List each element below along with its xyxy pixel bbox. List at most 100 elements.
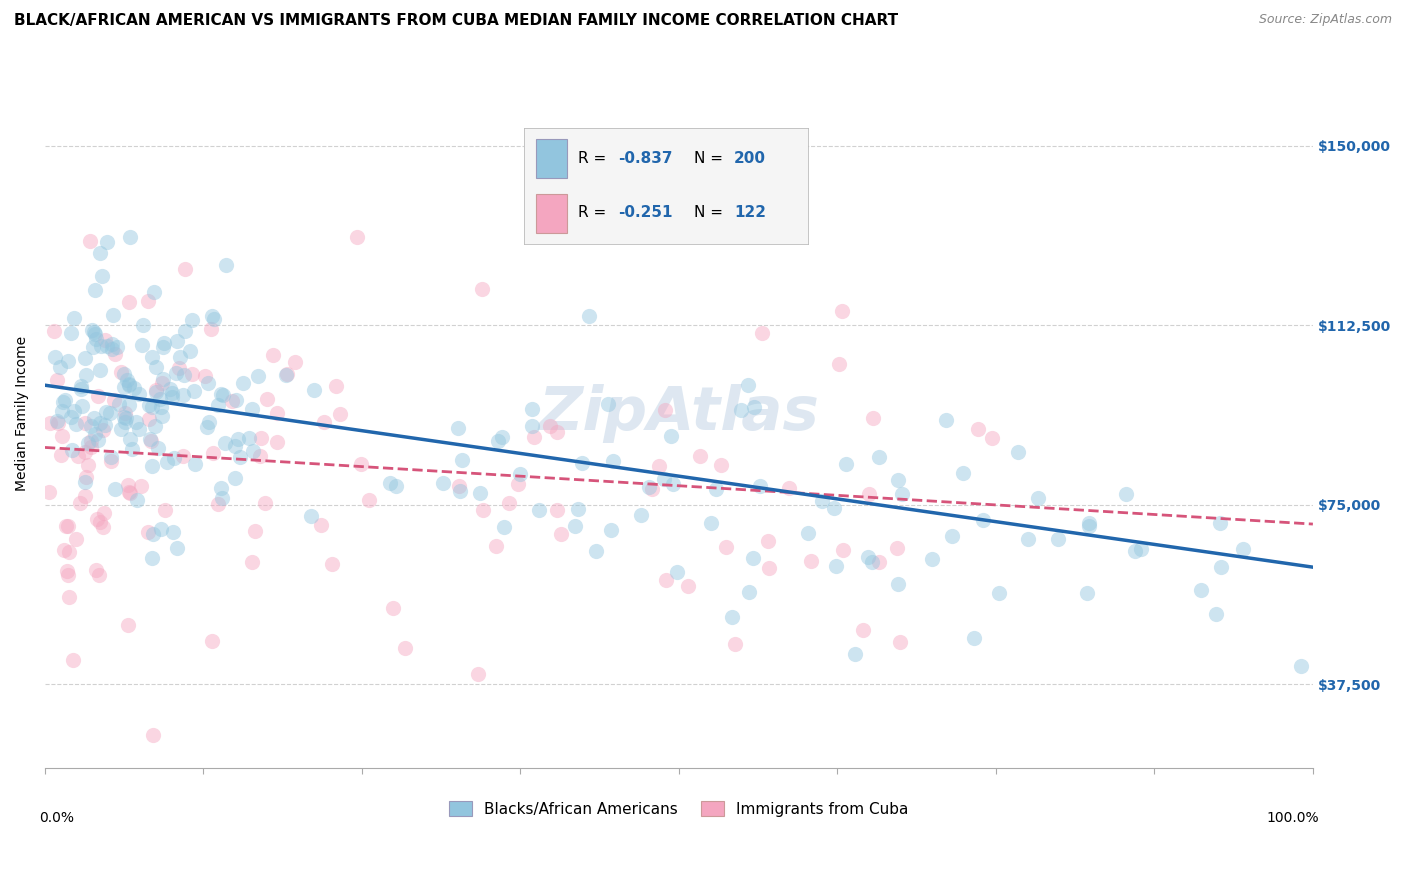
Point [1289, 659, 1312, 673]
Point [357, 493, 380, 508]
Point [737, 585, 759, 599]
Point [550, 526, 572, 541]
Point [100, 450, 122, 465]
Point [862, 411, 884, 425]
Point [325, 379, 347, 393]
Point [79, 234, 101, 248]
Point [630, 508, 652, 522]
Point [89, 363, 111, 377]
Point [546, 425, 568, 439]
Point [150, 409, 173, 423]
Text: ZipAtlas: ZipAtlas [538, 384, 820, 443]
Point [58, 545, 80, 559]
Point [73, 351, 96, 366]
Point [207, 398, 229, 412]
Point [121, 442, 143, 456]
Point [153, 335, 176, 350]
Point [148, 392, 170, 406]
Point [891, 486, 914, 500]
Point [546, 503, 568, 517]
Point [84, 332, 107, 346]
Point [180, 312, 202, 326]
Point [75, 469, 97, 483]
Point [778, 481, 800, 495]
Point [129, 479, 152, 493]
Point [142, 527, 165, 541]
Point [232, 376, 254, 391]
Point [721, 610, 744, 624]
Point [828, 358, 851, 372]
Point [520, 419, 543, 434]
Point [94, 333, 117, 347]
Point [55, 564, 77, 578]
Point [447, 421, 470, 435]
Point [224, 439, 246, 453]
Point [108, 397, 131, 411]
Point [101, 308, 124, 322]
Point [749, 479, 772, 493]
Point [214, 435, 236, 450]
Bar [536, 139, 567, 178]
Point [211, 491, 233, 505]
Point [80, 440, 103, 454]
Point [249, 449, 271, 463]
Text: Source: ZipAtlas.com: Source: ZipAtlas.com [1258, 13, 1392, 27]
Bar [536, 194, 567, 233]
Point [578, 309, 600, 323]
Point [93, 418, 115, 433]
Point [224, 471, 246, 485]
Point [136, 524, 159, 539]
Point [756, 533, 779, 548]
Point [262, 348, 284, 362]
Point [676, 579, 699, 593]
Point [83, 411, 105, 425]
Point [83, 327, 105, 342]
Point [382, 601, 405, 615]
Y-axis label: Median Family Income: Median Family Income [15, 336, 30, 491]
Point [150, 376, 173, 390]
Point [1232, 541, 1254, 556]
Point [58, 591, 80, 605]
Point [69, 495, 91, 509]
Point [55, 519, 77, 533]
Point [256, 392, 278, 406]
Point [538, 419, 561, 434]
Point [987, 586, 1010, 600]
Point [394, 641, 416, 656]
Point [118, 398, 141, 412]
Point [240, 555, 263, 569]
Point [127, 493, 149, 508]
Point [868, 555, 890, 569]
Point [321, 557, 343, 571]
Point [274, 368, 297, 383]
Point [215, 258, 238, 272]
Point [114, 406, 136, 420]
Point [70, 399, 93, 413]
Point [76, 458, 98, 472]
Point [229, 450, 252, 464]
Point [659, 429, 682, 443]
Point [602, 454, 624, 468]
Point [240, 402, 263, 417]
Point [96, 339, 118, 353]
Point [150, 522, 173, 536]
Point [201, 309, 224, 323]
Point [84, 427, 107, 442]
Point [640, 482, 662, 496]
Point [141, 551, 163, 566]
Point [90, 338, 112, 352]
Text: R =: R = [578, 205, 612, 220]
Point [93, 506, 115, 520]
Point [118, 294, 141, 309]
Point [432, 475, 454, 490]
Point [91, 423, 114, 437]
Point [468, 485, 491, 500]
Point [935, 413, 957, 427]
Point [494, 520, 516, 534]
Point [112, 380, 135, 394]
Point [201, 634, 224, 648]
Point [118, 378, 141, 392]
Point [80, 323, 103, 337]
Point [832, 543, 855, 558]
Point [75, 444, 97, 458]
